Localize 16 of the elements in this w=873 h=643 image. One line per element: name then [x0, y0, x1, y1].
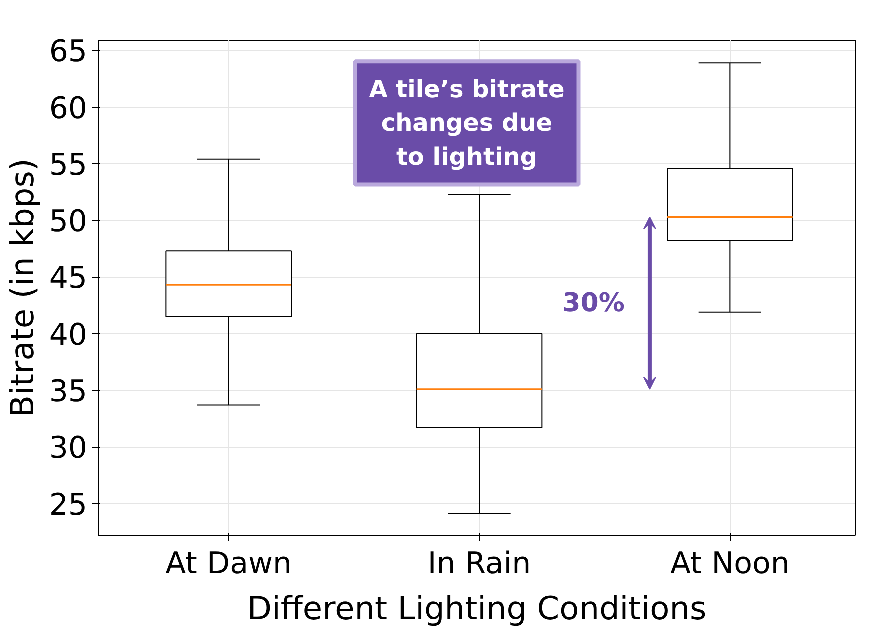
y-tick-label: 40 [49, 318, 88, 353]
annotation: A tile’s bitrate changes due to lighting [369, 76, 565, 171]
y-tick-label: 55 [49, 148, 88, 183]
y-tick-label: 50 [49, 204, 88, 240]
y-tick-label: 35 [49, 374, 88, 410]
y-axis-title: Bitrate (in kbps) [3, 158, 42, 418]
y-tick-label: 30 [49, 431, 88, 466]
y-tick-label: 45 [49, 261, 88, 296]
x-tick-label: At Dawn [166, 546, 292, 582]
y-tick-label: 65 [49, 34, 88, 70]
annotation: 30% [562, 288, 625, 318]
x-tick-label: At Noon [670, 546, 790, 582]
y-tick-label: 25 [49, 488, 88, 523]
y-tick-label: 60 [49, 91, 88, 126]
x-tick-label: In Rain [428, 546, 532, 582]
x-axis-title: Different Lighting Conditions [247, 590, 707, 628]
